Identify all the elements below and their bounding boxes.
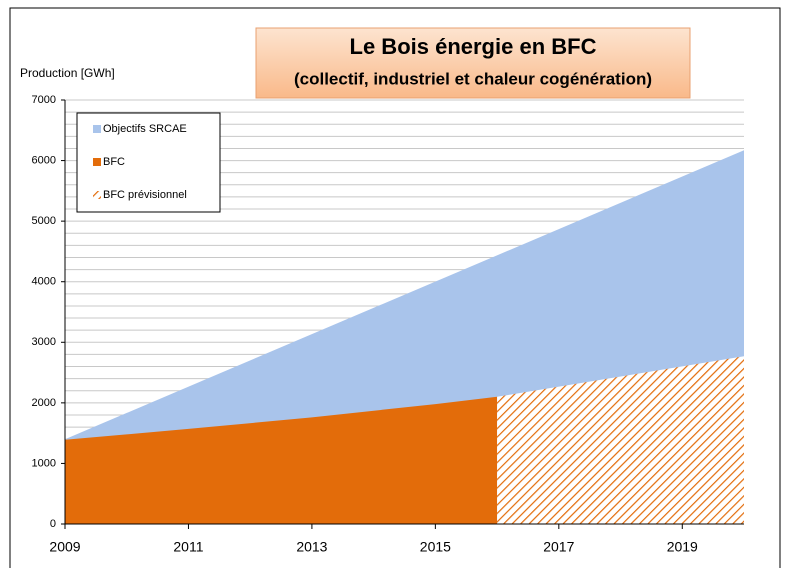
y-tick-label: 4000 <box>32 276 56 288</box>
legend-swatch <box>93 125 101 133</box>
chart-subtitle: (collectif, industriel et chaleur cogéné… <box>294 69 652 88</box>
y-axis-label: Production [GWh] <box>20 66 115 80</box>
legend-label: BFC <box>103 156 125 168</box>
x-tick-label: 2015 <box>420 539 451 555</box>
x-tick-label: 2009 <box>49 539 80 555</box>
y-tick-label: 2000 <box>32 397 56 409</box>
x-tick-label: 2013 <box>296 539 327 555</box>
area <box>65 396 498 524</box>
y-tick-label: 1000 <box>32 457 56 469</box>
y-tick-label: 5000 <box>32 215 56 227</box>
area <box>497 356 744 524</box>
y-tick-label: 6000 <box>32 154 56 166</box>
y-tick-label: 7000 <box>32 94 56 106</box>
legend-label: Objectifs SRCAE <box>103 123 187 135</box>
x-tick-label: 2011 <box>173 539 203 555</box>
title-box <box>255 27 691 99</box>
legend-label: BFC prévisionnel <box>103 189 187 201</box>
x-tick-label: 2017 <box>543 539 574 555</box>
y-tick-label: 3000 <box>32 336 56 348</box>
x-tick-label: 2019 <box>667 539 698 555</box>
legend-swatch <box>93 191 101 199</box>
legend-swatch <box>93 158 101 166</box>
y-tick-label: 0 <box>50 518 56 530</box>
frame <box>9 7 781 568</box>
chart-title: Le Bois énergie en BFC <box>350 34 597 59</box>
